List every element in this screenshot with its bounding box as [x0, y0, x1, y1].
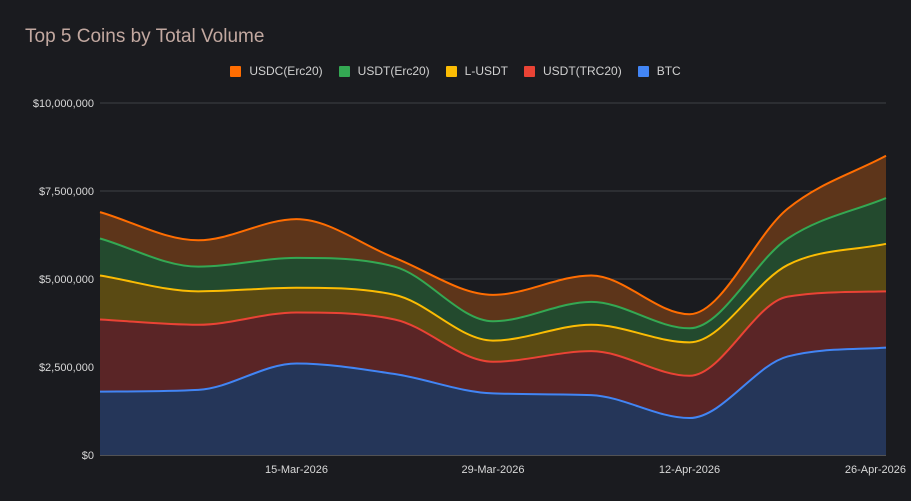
legend-swatch: [637, 65, 649, 77]
line-l-usdt: [99, 242, 887, 344]
area-usdt-trc20: [100, 291, 886, 419]
legend-label: USDT(Erc20): [357, 64, 430, 78]
legend-label: USDC(Erc20): [249, 64, 323, 78]
line-usdc-erc20: [99, 154, 887, 316]
legend-swatch: [338, 65, 350, 77]
line-usdt-erc20: [99, 197, 887, 330]
line-btc: [99, 346, 887, 420]
chart-legend: USDC(Erc20) USDT(Erc20) L-USDT USDT(TRC20) B…: [0, 64, 911, 78]
y-tick-label: $7,500,000: [39, 186, 94, 198]
x-tick-label: 15-Mar-2026: [265, 464, 328, 476]
legend-item[interactable]: USDT(Erc20): [338, 64, 430, 78]
legend-label: USDT(TRC20): [543, 64, 622, 78]
x-tick-label: 12-Apr-2026: [659, 464, 720, 476]
legend-item[interactable]: L-USDT: [445, 64, 509, 78]
chart-title: Top 5 Coins by Total Volume: [25, 26, 265, 47]
x-tick-label: 29-Mar-2026: [462, 464, 525, 476]
legend-item[interactable]: USDT(TRC20): [524, 64, 622, 78]
area-btc: [100, 347, 886, 455]
legend-label: BTC: [656, 64, 681, 78]
legend-swatch: [524, 65, 536, 77]
x-tick-label: 26-Apr-2026: [845, 464, 906, 476]
y-tick-label: $2,500,000: [39, 362, 94, 374]
y-tick-label: $10,000,000: [33, 98, 94, 110]
legend-label: L-USDT: [464, 64, 509, 78]
y-tick-label: $5,000,000: [39, 274, 94, 286]
legend-swatch: [445, 65, 457, 77]
area-usdc-erc20: [100, 155, 886, 329]
legend-swatch: [230, 65, 242, 77]
line-usdt-trc20: [99, 290, 887, 377]
legend-item[interactable]: BTC: [637, 64, 681, 78]
y-tick-label: $0: [82, 450, 94, 462]
series-areas: [99, 154, 887, 455]
area-usdt-erc20: [100, 198, 886, 343]
legend-item[interactable]: USDC(Erc20): [230, 64, 323, 78]
